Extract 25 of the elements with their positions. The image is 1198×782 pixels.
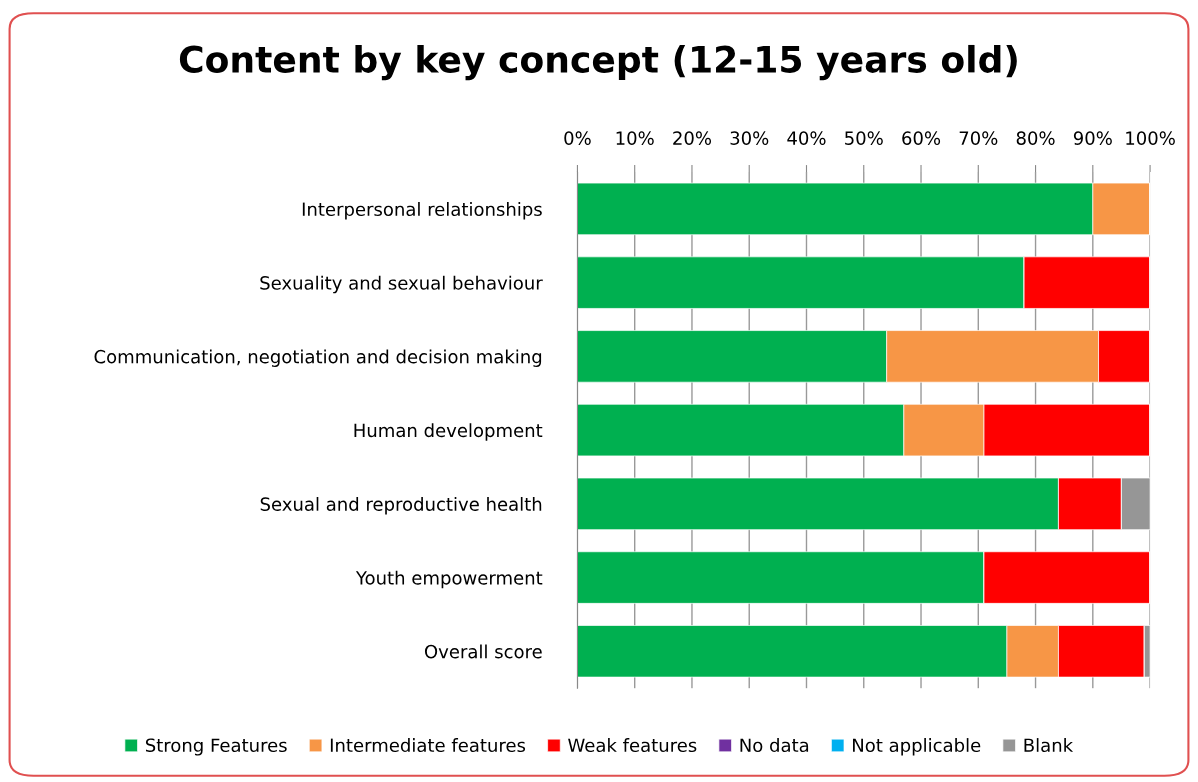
legend-label: Intermediate features [330,738,526,753]
x-tick-label: 80% [1016,131,1055,145]
legend-label: Weak features [568,738,697,753]
legend-label: Strong Features [145,738,287,756]
y-tick-label: Sexuality and sexual behaviour [260,275,543,294]
x-tick-label: 40% [787,131,826,145]
x-tick-label: 90% [1073,131,1112,145]
y-tick-label: Sexual and reproductive health [260,496,542,515]
x-tick-label: 0% [564,131,591,145]
legend-label: Blank [1024,738,1074,753]
x-tick-label: 60% [902,131,941,145]
x-tick-label: 30% [730,131,769,145]
x-tick-label: 50% [845,131,883,145]
chart-title: Content by key concept (12-15 years old) [179,44,1017,81]
y-tick-label: Human development [354,423,543,441]
x-tick-label: 20% [673,131,712,145]
x-tick-label: 70% [959,131,998,145]
legend-label: Not applicable [853,738,981,756]
y-tick-label: Overall score [424,644,542,659]
x-tick-label: 100% [1126,131,1175,145]
legend-label: No data [740,738,809,753]
y-tick-label: Youth empowerment [355,570,543,589]
y-tick-label: Communication, negotiation and decision making [94,349,542,367]
y-tick-label: Interpersonal relationships [302,202,542,220]
x-tick-label: 10% [616,131,654,145]
